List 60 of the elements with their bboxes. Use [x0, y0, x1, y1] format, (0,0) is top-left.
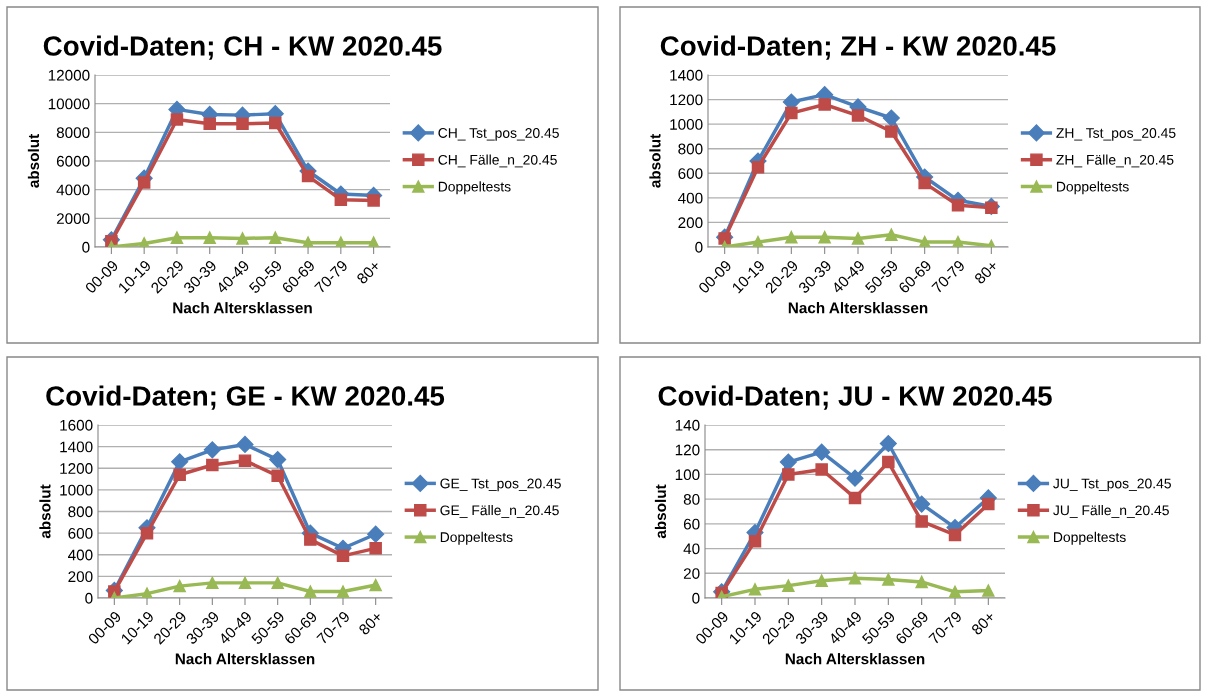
y-tick-label: 6000: [56, 155, 90, 167]
y-tick-label: 60: [683, 518, 700, 530]
y-tick-label: 4000: [56, 184, 90, 196]
x-axis-title: Nach Altersklassen: [175, 653, 315, 665]
legend-label: Doppeltests: [1057, 181, 1129, 195]
y-tick-label: 2000: [56, 213, 90, 225]
y-tick-label: 1200: [670, 94, 703, 106]
y-tick-label: 0: [695, 241, 703, 253]
y-tick-label: 1600: [60, 419, 93, 431]
x-axis-title: Nach Altersklassen: [173, 302, 312, 314]
legend-label: ZH_ Tst_pos_20.45: [1056, 128, 1176, 141]
y-tick-label: 600: [68, 527, 93, 539]
x-tick-label: 80+: [973, 259, 999, 285]
y-tick-label: 100: [675, 469, 700, 481]
chart-title: Covid-Daten; CH - KW 2020.45: [43, 35, 442, 60]
y-tick-label: 140: [675, 419, 700, 431]
y-tick-label: 0: [692, 592, 700, 604]
y-tick-label: 200: [68, 571, 93, 583]
y-tick-label: 200: [678, 217, 703, 229]
y-tick-label: 1000: [60, 484, 93, 496]
y-tick-label: 1200: [60, 463, 93, 474]
y-tick-label: 1400: [670, 69, 703, 81]
y-tick-label: 40: [683, 543, 700, 555]
y-axis-title: absolut: [39, 484, 51, 539]
y-tick-label: 10000: [48, 98, 90, 110]
legend-label: GE_ Tst_pos_20.45: [440, 478, 561, 492]
y-axis-title: absolut: [27, 134, 40, 188]
legend-label: ZH_ Fälle_n_20.45: [1056, 154, 1174, 168]
y-tick-label: 80: [683, 494, 700, 505]
legend-label: GE_ Fälle_n_20.45: [440, 505, 559, 518]
legend-label: Doppeltests: [438, 181, 511, 195]
x-axis-title: Nach Altersklassen: [785, 653, 925, 665]
y-tick-label: 400: [68, 549, 93, 561]
legend-label: JU_ Tst_pos_20.45: [1053, 478, 1171, 492]
legend-label: CH_ Fälle_n_20.45: [438, 154, 557, 168]
x-tick-label: 80+: [356, 259, 382, 285]
legend-label: JU_ Fälle_n_20.45: [1053, 505, 1169, 518]
y-tick-label: 1400: [60, 441, 93, 453]
y-tick-label: 1000: [670, 119, 703, 130]
y-tick-label: 800: [678, 143, 703, 155]
y-tick-label: 0: [82, 241, 90, 253]
legend-label: CH_ Tst_pos_20.45: [438, 128, 559, 141]
y-tick-label: 120: [675, 444, 700, 456]
x-axis-title: Nach Altersklassen: [788, 302, 928, 314]
y-axis-title: absolut: [649, 134, 661, 188]
chart-title: Covid-Daten; ZH - KW 2020.45: [660, 35, 1056, 60]
x-tick-label: 80+: [970, 610, 996, 636]
y-tick-label: 400: [678, 192, 703, 204]
x-tick-label: 80+: [358, 610, 384, 636]
y-tick-label: 8000: [56, 127, 90, 139]
y-tick-label: 800: [68, 506, 93, 518]
y-axis-title: absolut: [654, 484, 667, 539]
y-tick-label: 20: [683, 568, 700, 579]
y-tick-label: 0: [85, 592, 93, 604]
chart-title: Covid-Daten; JU - KW 2020.45: [658, 385, 1052, 410]
y-tick-label: 600: [678, 168, 703, 179]
y-tick-label: 12000: [48, 69, 90, 81]
legend-label: Doppeltests: [1054, 531, 1126, 545]
legend-label: Doppeltests: [440, 531, 513, 545]
chart-title: Covid-Daten; GE - KW 2020.45: [46, 385, 445, 410]
